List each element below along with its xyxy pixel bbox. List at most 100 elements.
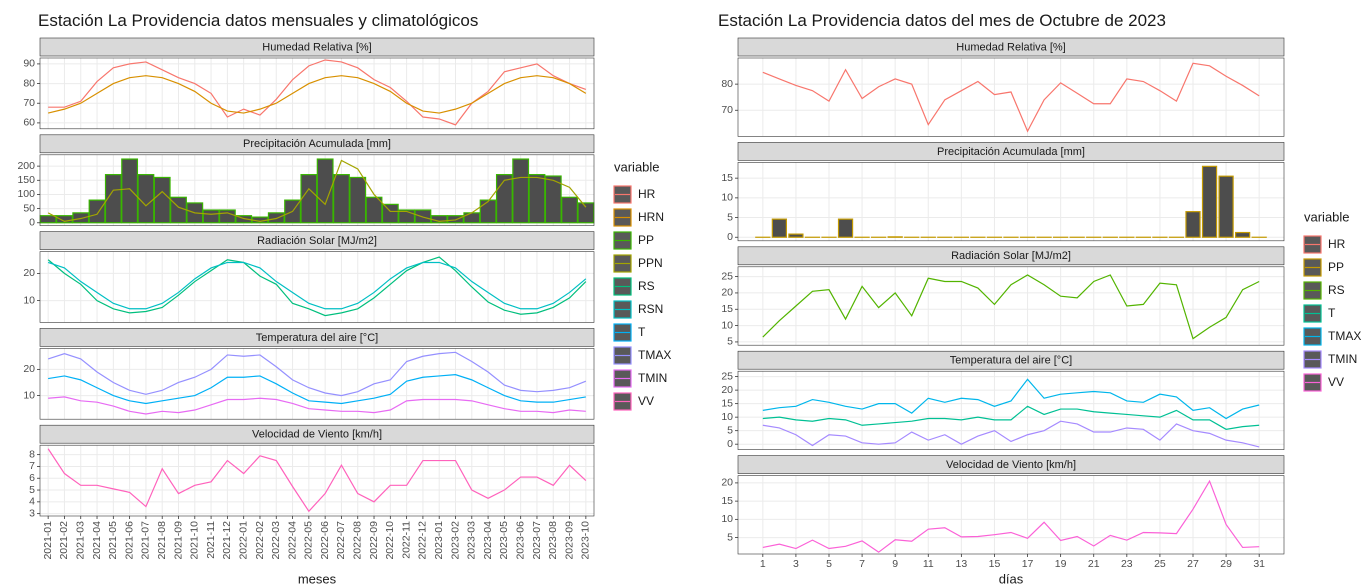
line bbox=[47, 159, 587, 222]
y-tick-label: 90 bbox=[23, 58, 35, 70]
legend-label: TMIN bbox=[638, 371, 667, 385]
y-tick-label: 10 bbox=[23, 389, 35, 401]
strip-label: Radiación Solar [MJ/m2] bbox=[257, 235, 377, 247]
strip-label: Radiación Solar [MJ/m2] bbox=[951, 250, 1071, 262]
bar bbox=[512, 158, 530, 224]
panel bbox=[40, 251, 594, 323]
x-tick-label: 23 bbox=[1121, 558, 1133, 570]
panel bbox=[738, 371, 1284, 450]
x-tick-label: 2021-07 bbox=[140, 521, 152, 560]
line bbox=[47, 448, 587, 513]
panel-border bbox=[39, 57, 595, 130]
y-tick-label: 100 bbox=[17, 188, 35, 200]
bar bbox=[1185, 211, 1201, 238]
y-tick-label: 4 bbox=[29, 496, 35, 508]
y-tick-label: 20 bbox=[23, 267, 35, 279]
y-tick-label: 10 bbox=[721, 192, 733, 204]
strip-label: Velocidad de Viento [km/h] bbox=[252, 429, 382, 441]
y-tick-label: 15 bbox=[721, 397, 733, 409]
line bbox=[762, 62, 1260, 133]
bar bbox=[561, 196, 578, 224]
strip-label: Humedad Relativa [%] bbox=[956, 41, 1065, 53]
line bbox=[762, 274, 1260, 340]
x-tick-label: 2021-09 bbox=[172, 521, 184, 560]
x-tick-label: 19 bbox=[1055, 558, 1067, 570]
x-tick-label: 2022-04 bbox=[286, 521, 298, 560]
x-tick-label: 2023-05 bbox=[498, 521, 510, 560]
legend-label: VV bbox=[1328, 375, 1344, 389]
chart-title: Estación La Providencia datos mensuales … bbox=[38, 11, 478, 30]
y-tick-label: 10 bbox=[721, 513, 733, 525]
strip-label: Temperatura del aire [°C] bbox=[950, 355, 1072, 367]
y-tick-label: 70 bbox=[23, 97, 35, 109]
panel-border bbox=[737, 162, 1285, 242]
legend-label: PP bbox=[638, 233, 654, 247]
bar bbox=[365, 196, 383, 224]
y-tick-label: 0 bbox=[727, 231, 733, 243]
bar bbox=[121, 158, 139, 224]
x-tick-label: 21 bbox=[1088, 558, 1100, 570]
x-tick-label: 2021-06 bbox=[123, 521, 135, 560]
panel-border bbox=[39, 154, 595, 226]
panel bbox=[40, 348, 594, 420]
bar bbox=[104, 174, 122, 224]
bar bbox=[447, 215, 464, 224]
strip bbox=[39, 37, 595, 57]
bar bbox=[1235, 231, 1251, 238]
x-tick-label: 2023-09 bbox=[563, 521, 575, 560]
x-tick-label: 2023-01 bbox=[433, 521, 445, 560]
y-tick-label: 25 bbox=[721, 370, 733, 382]
y-tick-label: 50 bbox=[23, 202, 35, 214]
x-tick-label: 25 bbox=[1154, 558, 1166, 570]
bar bbox=[544, 175, 562, 224]
bar bbox=[495, 174, 513, 224]
legend-label: HR bbox=[638, 187, 656, 201]
line bbox=[48, 396, 586, 415]
y-tick-label: 5 bbox=[727, 531, 733, 543]
strip bbox=[737, 455, 1285, 474]
x-tick-label: 2021-12 bbox=[221, 521, 233, 560]
y-tick-label: 25 bbox=[721, 270, 733, 282]
panel-border bbox=[737, 370, 1285, 450]
x-tick-label: 3 bbox=[793, 558, 799, 570]
panel-border bbox=[39, 348, 595, 420]
panel-border bbox=[737, 57, 1285, 137]
y-tick-label: 5 bbox=[29, 484, 35, 496]
bar bbox=[72, 212, 90, 224]
x-tick-label: 2021-02 bbox=[58, 521, 70, 560]
x-tick-label: 5 bbox=[826, 558, 832, 570]
bar bbox=[333, 174, 350, 224]
y-tick-label: 0 bbox=[29, 217, 35, 229]
x-tick-label: 2022-12 bbox=[417, 521, 429, 560]
y-tick-label: 20 bbox=[721, 477, 733, 489]
line bbox=[48, 59, 587, 126]
bar bbox=[577, 202, 595, 224]
bar bbox=[267, 212, 285, 224]
strip bbox=[39, 328, 595, 347]
panel-border bbox=[39, 444, 595, 517]
y-tick-label: 7 bbox=[29, 460, 35, 472]
y-tick-label: 15 bbox=[721, 495, 733, 507]
bar bbox=[137, 174, 155, 224]
bar bbox=[463, 212, 481, 224]
chart-title: Estación La Providencia datos del mes de… bbox=[718, 11, 1166, 30]
x-tick-label: 2022-05 bbox=[303, 521, 315, 560]
legend-label: TMIN bbox=[1328, 352, 1357, 366]
x-tick-label: 2023-04 bbox=[482, 521, 494, 560]
bar bbox=[235, 215, 253, 224]
bar bbox=[528, 174, 546, 224]
x-axis-title: meses bbox=[298, 571, 337, 586]
y-tick-label: 10 bbox=[721, 411, 733, 423]
x-tick-label: 2021-05 bbox=[107, 521, 119, 560]
line bbox=[47, 256, 587, 317]
legend-label: TMAX bbox=[1328, 329, 1361, 343]
panel-border bbox=[737, 475, 1285, 555]
x-tick-label: 9 bbox=[892, 558, 898, 570]
bar bbox=[170, 196, 187, 224]
y-tick-label: 5 bbox=[727, 211, 733, 223]
legend-label: HR bbox=[1328, 237, 1346, 251]
bar bbox=[479, 199, 497, 224]
x-tick-label: 2023-06 bbox=[514, 521, 526, 560]
panel bbox=[40, 58, 594, 129]
